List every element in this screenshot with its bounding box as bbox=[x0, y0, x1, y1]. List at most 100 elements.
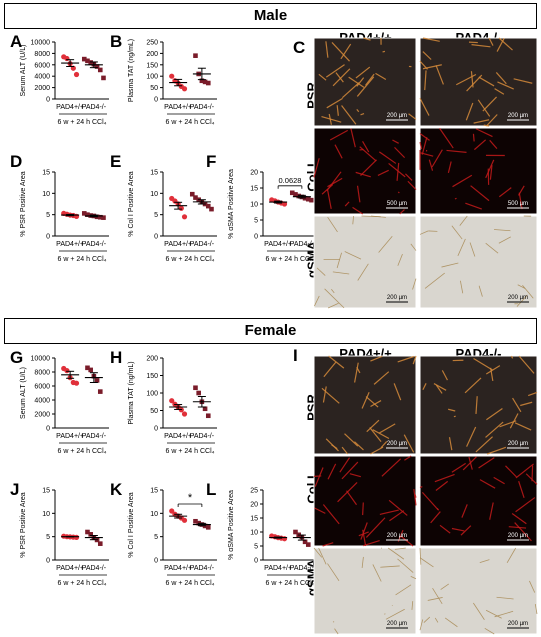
tissue-fiber bbox=[495, 72, 507, 85]
tissue-fiber bbox=[313, 547, 323, 558]
y-tick-label: 15 bbox=[42, 170, 50, 177]
data-point bbox=[81, 56, 87, 62]
tissue-fiber bbox=[313, 158, 320, 178]
scale-bar-label: 500 µm bbox=[508, 201, 528, 207]
tissue-fiber bbox=[356, 366, 361, 374]
panel-b-plot: 0 50 100 150 200 250 Plasma TAT (ng/mL) PAD4+/+… bbox=[128, 39, 217, 126]
tissue-fiber bbox=[529, 580, 536, 593]
scale-bar-label: 200 µm bbox=[387, 621, 407, 627]
y-tick-label: 6000 bbox=[34, 62, 50, 69]
tissue-fiber bbox=[341, 82, 360, 99]
y-tick-label: 10 bbox=[150, 511, 158, 518]
tissue-fiber bbox=[457, 238, 466, 257]
tissue-fiber bbox=[469, 242, 476, 257]
tissue-fiber bbox=[380, 565, 400, 568]
tissue-fiber bbox=[473, 119, 490, 124]
tissue-fiber bbox=[404, 455, 412, 461]
y-axis-label: % αSMA Positive Area bbox=[228, 169, 235, 239]
x-tick-label: PAD4-/- bbox=[290, 565, 315, 572]
data-point bbox=[85, 529, 90, 535]
tissue-fiber bbox=[506, 547, 517, 564]
tissue-fiber bbox=[341, 461, 359, 480]
tissue-fiber bbox=[395, 584, 412, 596]
tissue-fiber bbox=[423, 616, 431, 623]
data-point bbox=[202, 79, 208, 85]
tissue-fiber bbox=[375, 72, 387, 80]
data-point bbox=[81, 211, 87, 216]
data-point bbox=[169, 398, 175, 404]
data-point bbox=[85, 365, 90, 371]
scale-bar-label: 200 µm bbox=[387, 113, 407, 119]
male-sma-tile-wt: 200 µm bbox=[313, 215, 417, 309]
tissue-fiber bbox=[496, 38, 505, 52]
tissue-fiber bbox=[363, 37, 371, 41]
tissue-fiber bbox=[451, 225, 463, 240]
tissue-fiber bbox=[422, 383, 427, 390]
tissue-fiber bbox=[473, 357, 493, 371]
female-psr-tile-ko: 200 µm bbox=[419, 355, 538, 455]
panel-a-plot: 0 2000 4000 6000 8000 10000 Serum ALT (U/L) PAD… bbox=[20, 40, 109, 126]
tissue-fiber bbox=[411, 601, 414, 610]
tissue-fiber bbox=[405, 173, 413, 181]
tissue-fiber bbox=[419, 547, 422, 565]
tissue-fiber bbox=[473, 602, 485, 621]
male-col-tile-ko: 500 µm bbox=[419, 127, 538, 215]
tissue-fiber bbox=[461, 504, 468, 518]
x-tick-label: PAD4-/- bbox=[82, 565, 107, 572]
tissue-fiber bbox=[326, 97, 343, 109]
tissue-fiber bbox=[346, 490, 358, 506]
y-tick-label: 2000 bbox=[34, 85, 50, 92]
y-axis-label: Serum ALT (U/L) bbox=[20, 367, 27, 419]
tissue-fiber bbox=[335, 72, 344, 83]
tissue-fiber bbox=[397, 191, 400, 194]
tissue-fiber bbox=[531, 465, 534, 482]
tissue-fiber bbox=[314, 507, 326, 514]
y-axis-label: Plasma TAT (ng/mL) bbox=[128, 361, 135, 424]
tissue-fiber bbox=[485, 609, 502, 619]
female-col-tile-ko: 200 µm bbox=[419, 455, 538, 547]
tissue-fiber bbox=[517, 185, 525, 196]
tissue-fiber bbox=[509, 413, 519, 429]
tissue-fiber bbox=[394, 547, 406, 550]
y-tick-label: 2000 bbox=[34, 412, 50, 419]
tissue-fiber bbox=[355, 171, 371, 178]
tissue-fiber bbox=[473, 139, 487, 151]
y-tick-label: 0 bbox=[254, 234, 258, 241]
data-point bbox=[97, 214, 103, 220]
data-point bbox=[101, 75, 106, 81]
tissue-fiber bbox=[498, 187, 512, 198]
tissue-fiber bbox=[419, 133, 430, 141]
tissue-fiber bbox=[470, 185, 490, 202]
tissue-fiber bbox=[421, 137, 428, 155]
scale-bar-label: 200 µm bbox=[387, 441, 407, 447]
y-tick-label: 0 bbox=[154, 426, 158, 433]
x-tick-label: PAD4-/- bbox=[190, 565, 215, 572]
tissue-fiber bbox=[348, 76, 365, 88]
tissue-fiber bbox=[496, 596, 514, 600]
y-tick-label: 8000 bbox=[34, 370, 50, 377]
tissue-fiber bbox=[336, 252, 342, 269]
tissue-fiber bbox=[316, 267, 326, 276]
tissue-fiber bbox=[512, 397, 522, 413]
tissue-fiber bbox=[334, 144, 343, 159]
x-tick-label: PAD4+/+ bbox=[56, 565, 84, 572]
tissue-fiber bbox=[510, 355, 514, 359]
tissue-fiber bbox=[479, 479, 496, 489]
tissue-fiber bbox=[362, 140, 370, 153]
tissue-fiber bbox=[434, 473, 455, 483]
tissue-fiber bbox=[373, 371, 390, 385]
panel-letter-c: C bbox=[293, 38, 306, 57]
female-section-title: Female bbox=[244, 322, 297, 339]
tissue-fiber bbox=[327, 563, 340, 582]
tissue-fiber bbox=[515, 463, 534, 479]
male-section-title: Male bbox=[253, 7, 288, 24]
tissue-fiber bbox=[344, 251, 362, 260]
tissue-fiber bbox=[370, 400, 382, 408]
tissue-fiber bbox=[485, 421, 504, 438]
tissue-fiber bbox=[318, 547, 327, 565]
data-point bbox=[293, 192, 298, 197]
treatment-label: 6 w + 24 h CCl₄ bbox=[166, 448, 215, 455]
y-tick-label: 6000 bbox=[34, 384, 50, 391]
data-point bbox=[193, 195, 198, 200]
tissue-fiber bbox=[422, 37, 440, 42]
